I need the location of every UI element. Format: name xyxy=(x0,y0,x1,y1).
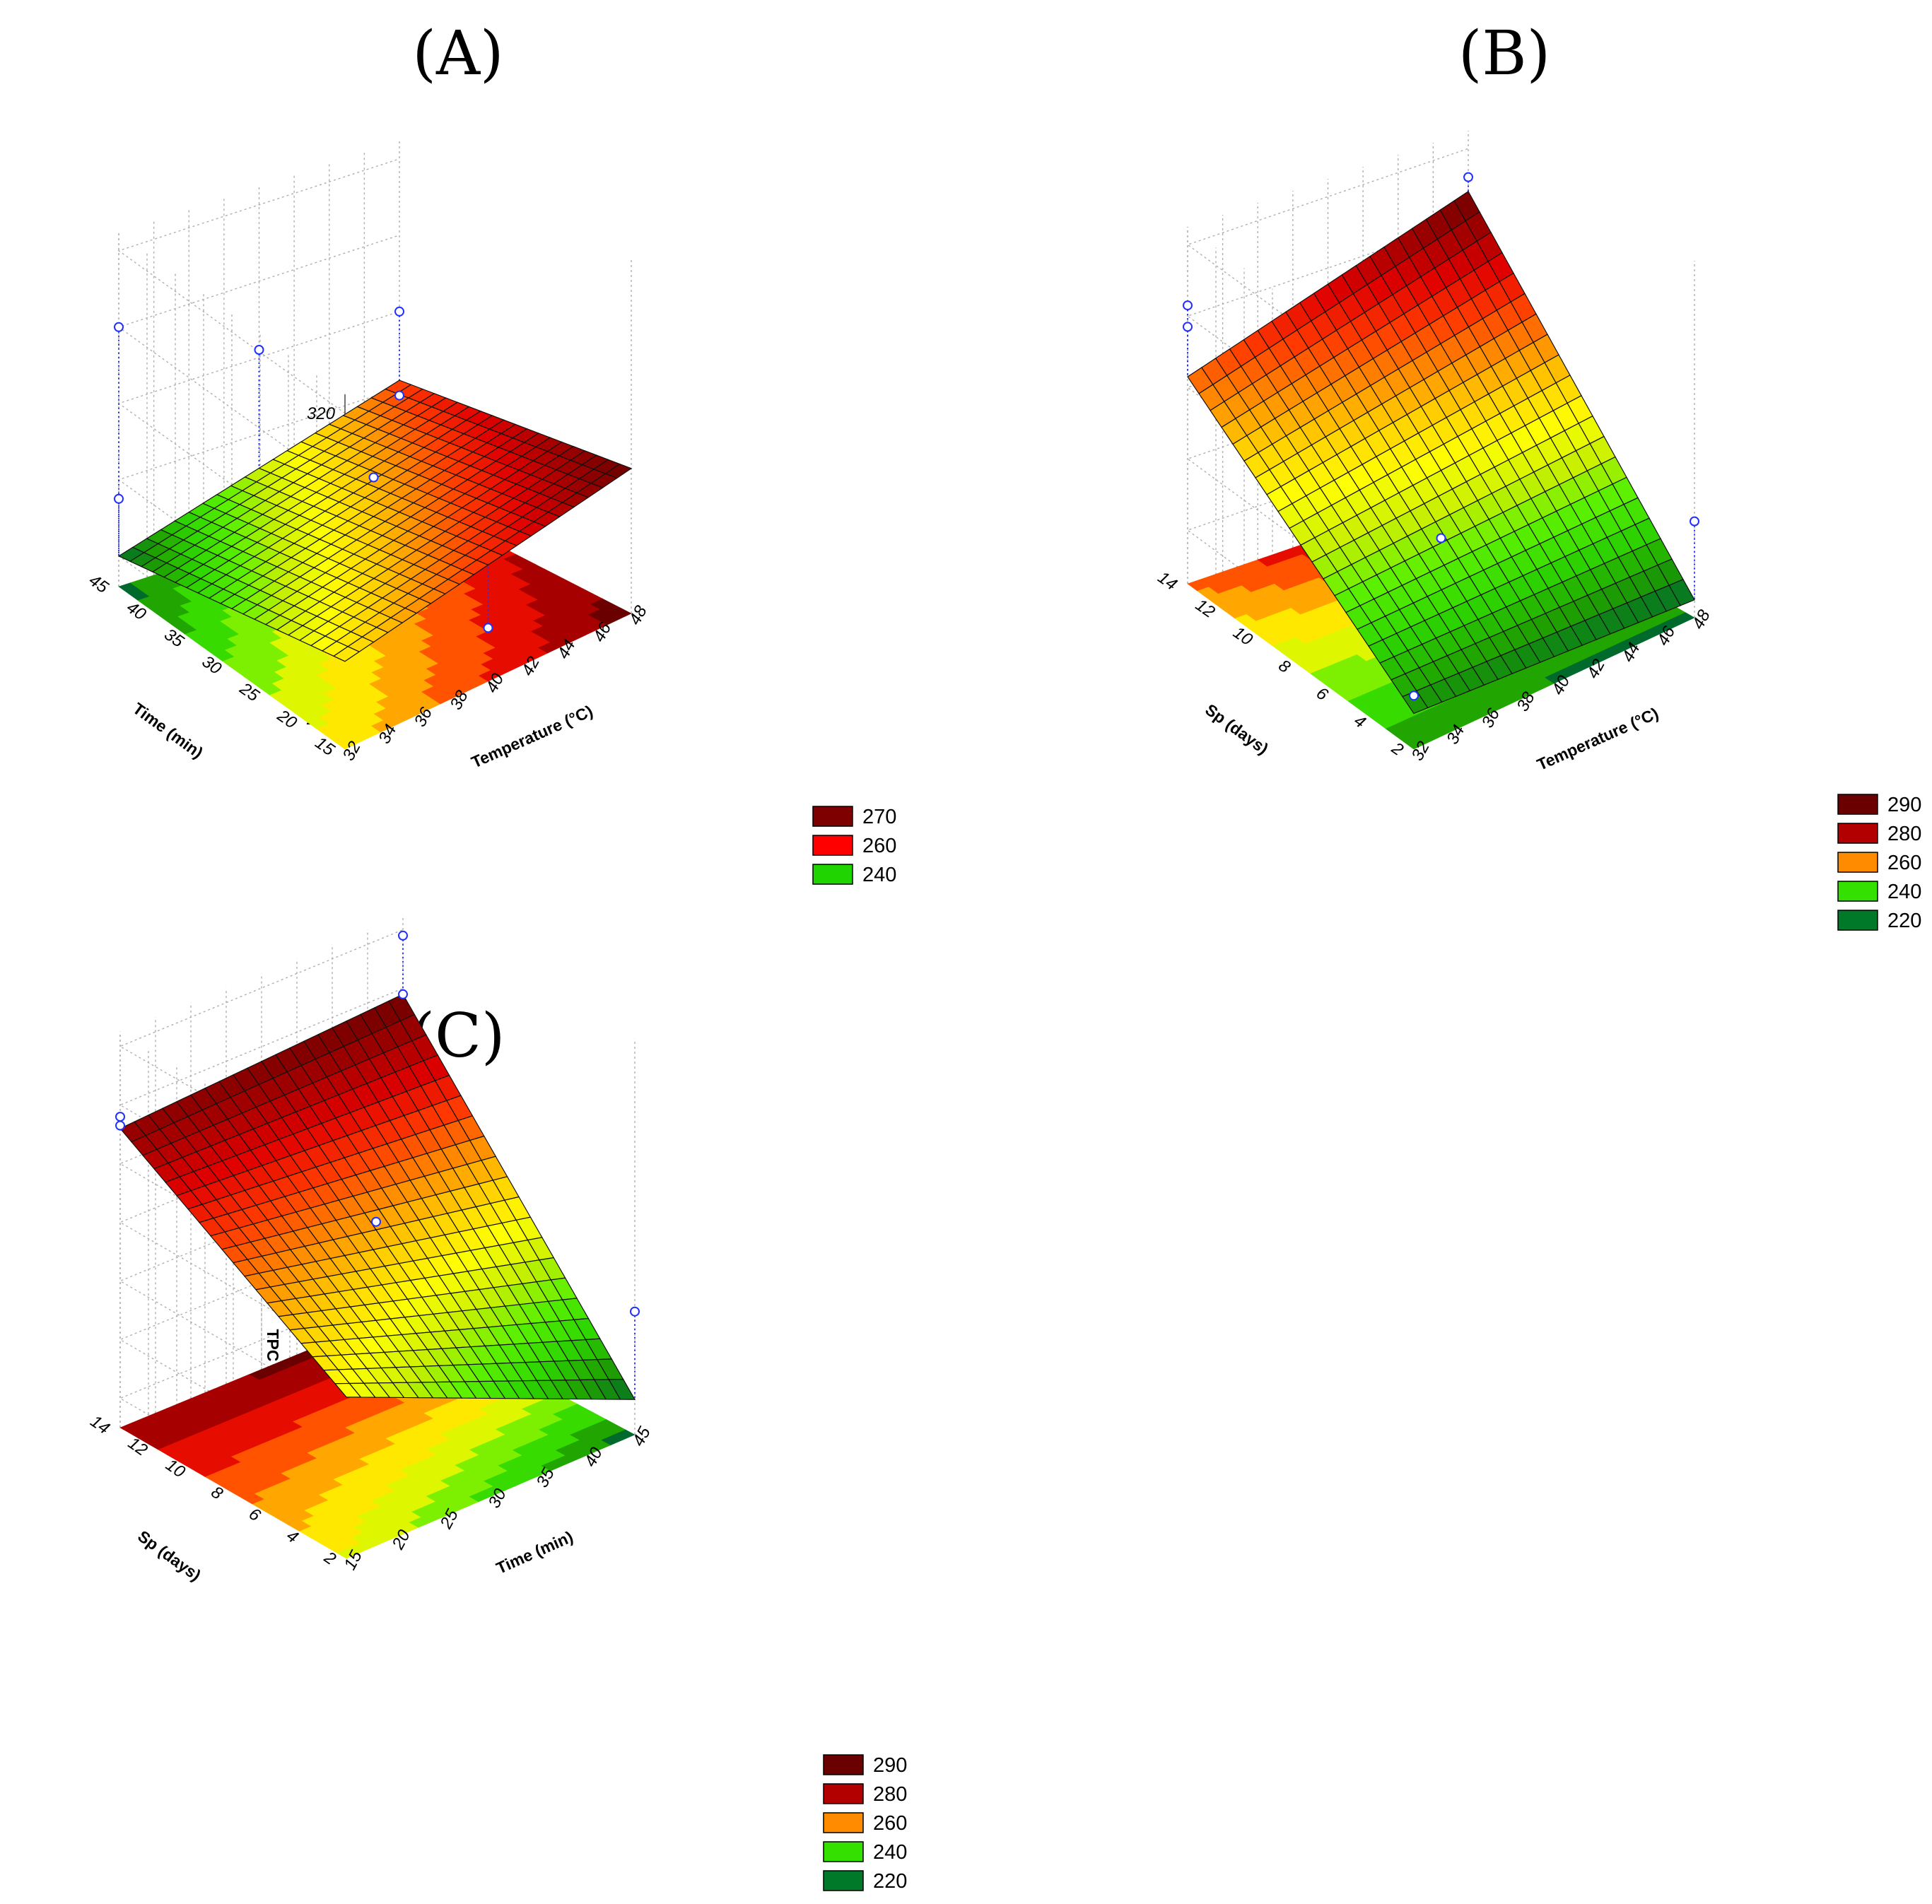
data-point xyxy=(371,1216,381,1227)
data-point xyxy=(1183,300,1193,311)
legend-swatch xyxy=(823,1841,864,1862)
y-tick-label: 8 xyxy=(1275,656,1294,677)
panel-label: (A) xyxy=(412,18,503,89)
response-surface xyxy=(119,994,636,1400)
y-axis-title: Sp (days) xyxy=(1202,700,1272,758)
legend-label: 280 xyxy=(873,1783,907,1806)
data-point xyxy=(394,390,404,401)
data-point xyxy=(1690,516,1699,527)
data-point xyxy=(630,1306,640,1317)
legend-swatch xyxy=(823,1812,864,1833)
response-surface xyxy=(1187,190,1695,715)
surface-cell xyxy=(1668,579,1695,606)
legend-swatch xyxy=(823,1783,864,1804)
y-tick-label: 4 xyxy=(1350,711,1369,732)
legend-label: 240 xyxy=(873,1841,907,1864)
y-tick-label: 4 xyxy=(283,1526,301,1547)
y-tick-label: 6 xyxy=(245,1504,264,1525)
chart-panel: (A)240260280300320TPC (mg.kg⁻¹)454035302… xyxy=(86,18,897,886)
z-tick-label: 320 xyxy=(307,404,336,423)
data-point xyxy=(114,322,124,332)
legend-swatch xyxy=(1837,794,1878,815)
legend-label: 260 xyxy=(1887,852,1921,874)
legend-swatch xyxy=(1837,852,1878,873)
legend-label: 290 xyxy=(1887,794,1921,816)
x-tick-label: 45 xyxy=(628,1423,655,1450)
x-axis-title: Time (min) xyxy=(493,1527,575,1577)
chart-panel: (C)200220240260280300320TPC (mg.kg⁻¹)141… xyxy=(87,915,907,1893)
x-axis-title: Temperature (°C) xyxy=(1534,704,1661,774)
y-tick-label: 14 xyxy=(87,1411,113,1438)
data-point xyxy=(483,623,493,633)
data-point xyxy=(115,1112,125,1122)
data-point xyxy=(1409,691,1419,701)
legend-swatch xyxy=(812,806,853,827)
surface-cell xyxy=(608,1378,636,1400)
data-point xyxy=(115,1120,125,1131)
legend-label: 260 xyxy=(862,835,896,857)
data-point xyxy=(398,989,408,999)
response-surface xyxy=(117,380,633,662)
y-tick-label: 2 xyxy=(1388,739,1407,760)
legend-swatch xyxy=(1837,823,1878,844)
legend-label: 220 xyxy=(1887,910,1921,932)
y-axis-title: Time (min) xyxy=(129,699,206,762)
legend: 290 280 260 240 220 xyxy=(823,1754,907,1893)
data-point xyxy=(1183,322,1193,332)
data-point xyxy=(1436,533,1446,543)
data-point xyxy=(254,345,264,355)
legend-label: 260 xyxy=(873,1812,907,1835)
legend-swatch xyxy=(823,1870,864,1891)
y-tick-label: 6 xyxy=(1313,683,1332,705)
grid-line xyxy=(119,987,404,1237)
grid-line xyxy=(119,929,404,1178)
legend-label: 240 xyxy=(862,864,896,886)
legend: 270 260 240 xyxy=(812,806,896,886)
x-tick-label: 48 xyxy=(625,602,651,628)
legend-swatch xyxy=(812,864,853,885)
y-tick-label: 2 xyxy=(320,1548,339,1569)
x-axis-title: Temperature (°C) xyxy=(469,702,596,772)
data-point xyxy=(368,472,379,483)
legend-label: 280 xyxy=(1887,823,1921,845)
y-tick-label: 45 xyxy=(86,570,112,597)
legend-swatch xyxy=(1837,881,1878,902)
data-point xyxy=(398,930,408,941)
surface-cell xyxy=(604,463,633,479)
legend-label: 220 xyxy=(873,1870,907,1893)
data-point xyxy=(114,493,124,504)
data-point xyxy=(1463,172,1473,182)
chart-panel: (B)240260280300320TPC (mg.kg⁻¹)141210864… xyxy=(1154,18,1922,932)
grid-line xyxy=(117,158,400,414)
legend: 290 280 260 240 220 xyxy=(1837,794,1921,932)
y-tick-label: 14 xyxy=(1154,568,1181,594)
legend-swatch xyxy=(812,835,853,856)
legend-swatch xyxy=(823,1754,864,1775)
legend-label: 240 xyxy=(1887,881,1921,903)
legend-swatch xyxy=(1837,910,1878,931)
x-tick-label: 48 xyxy=(1688,606,1714,633)
legend-label: 270 xyxy=(862,806,896,828)
data-point xyxy=(394,306,404,317)
y-tick-label: 8 xyxy=(208,1483,227,1504)
y-axis-title: Sp (days) xyxy=(134,1527,204,1585)
panel-label: (B) xyxy=(1458,18,1550,89)
legend-label: 290 xyxy=(873,1754,907,1777)
